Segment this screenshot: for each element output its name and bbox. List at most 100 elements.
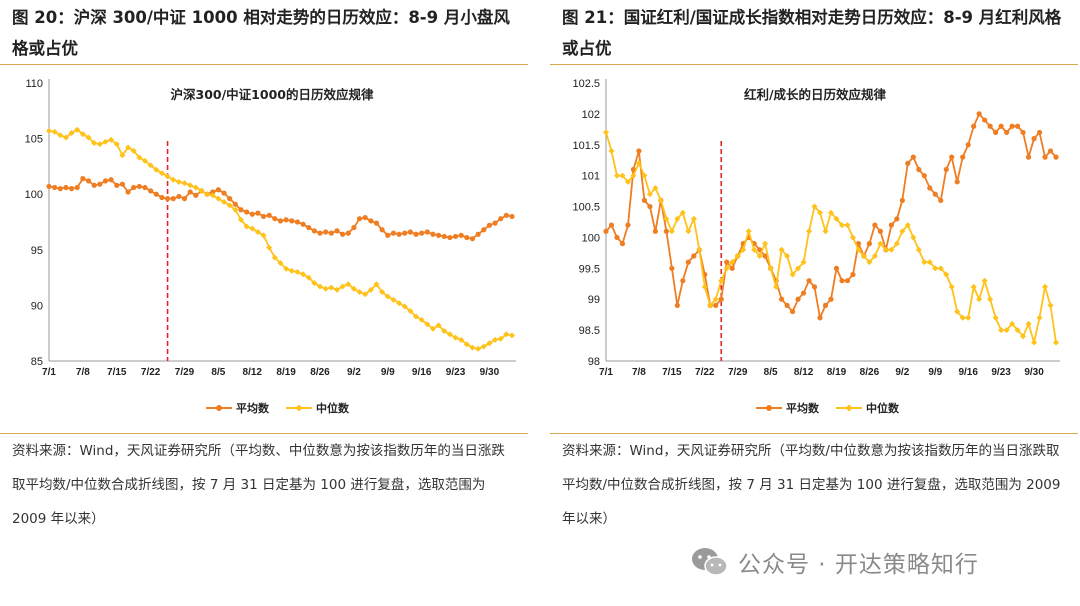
data-point [844,222,851,229]
data-point [954,308,961,315]
legend-label: 平均数 [786,401,820,415]
data-point [779,296,785,302]
data-point [893,240,900,247]
data-point [1047,148,1054,154]
data-point [795,265,802,272]
data-point [1036,314,1043,321]
x-tick-label: 7/1 [42,367,56,378]
data-point [751,246,758,253]
data-point [464,234,470,241]
data-point [784,252,791,259]
data-point [68,186,75,192]
data-point [828,296,834,302]
data-point [475,345,482,352]
data-point [1025,320,1032,327]
x-tick-label: 8/19 [276,367,296,378]
data-point [407,229,413,235]
data-point [181,196,188,202]
data-point [306,224,312,231]
data-point [255,210,261,216]
data-point [373,281,380,288]
data-point [227,196,233,202]
x-tick-label: 7/15 [107,367,127,378]
data-point [608,147,615,154]
data-point [300,271,307,278]
x-tick-label: 9/2 [895,367,909,378]
data-point [613,172,620,179]
data-point [970,283,977,290]
data-point [663,228,669,234]
data-point [756,252,763,259]
data-point [429,325,436,332]
data-point [244,209,250,215]
chart-dividend-growth: 98 98.5 99 99.5 100 100.5 101 101.5 102 102.5 7/1 7… [572,78,1060,415]
legend-label: 平均数 [236,401,270,415]
data-point [630,172,637,179]
data-point [712,296,719,303]
data-point [603,228,609,234]
data-point [159,194,165,201]
data-point [486,222,493,228]
data-point [910,234,917,241]
legend-swatch-marker [845,404,853,412]
data-point [322,285,329,292]
data-point [46,183,52,190]
data-point [68,130,75,137]
data-point [63,184,69,191]
figure-20-title: 图 20：沪深 300/中证 1000 相对走势的日历效应：8-9 月小盘风格或… [12,8,510,58]
data-point [998,327,1005,334]
data-point [294,269,301,276]
data-point [762,253,768,259]
data-point [789,271,796,278]
data-point [669,265,675,271]
data-point [164,196,171,202]
data-point [707,302,714,309]
data-point [1042,283,1049,290]
data-point [948,283,955,290]
x-tick-label: 9/30 [480,367,500,378]
data-point [503,212,509,218]
y-tick-label: 95 [31,245,43,257]
data-point [657,197,664,204]
data-point [1020,333,1027,340]
data-point [713,302,719,308]
y-tick-label: 102 [582,109,600,121]
data-point [993,129,999,136]
data-point [339,283,346,290]
data-point [1009,320,1016,327]
data-point [778,246,785,253]
data-point [1047,302,1054,309]
data-point [905,160,911,166]
data-point [469,236,476,242]
data-point [685,259,691,265]
x-tick-label: 8/19 [827,367,847,378]
data-point [932,265,939,272]
legend-item-median: 中位数 [286,401,350,415]
data-point [800,290,807,296]
data-point [345,230,351,236]
data-point [187,189,193,195]
series-mean [603,111,1059,321]
data-point [328,284,335,291]
data-point [266,244,273,251]
data-point [424,321,431,328]
data-point [102,178,109,184]
x-tick-label: 8/12 [243,367,263,378]
data-point [402,230,408,236]
y-tick-label: 102.5 [572,78,600,90]
data-point [603,129,609,136]
data-point [822,302,829,308]
data-point [266,212,272,218]
data-point [119,152,126,159]
data-point [334,228,340,234]
data-point [317,283,324,290]
data-point [52,184,58,191]
data-point [368,218,374,224]
data-point [981,277,988,284]
data-point [652,228,658,234]
data-point [724,259,730,265]
data-point [1031,136,1037,142]
x-tick-label: 9/23 [446,367,466,378]
data-point [283,265,290,272]
data-point [441,233,447,240]
